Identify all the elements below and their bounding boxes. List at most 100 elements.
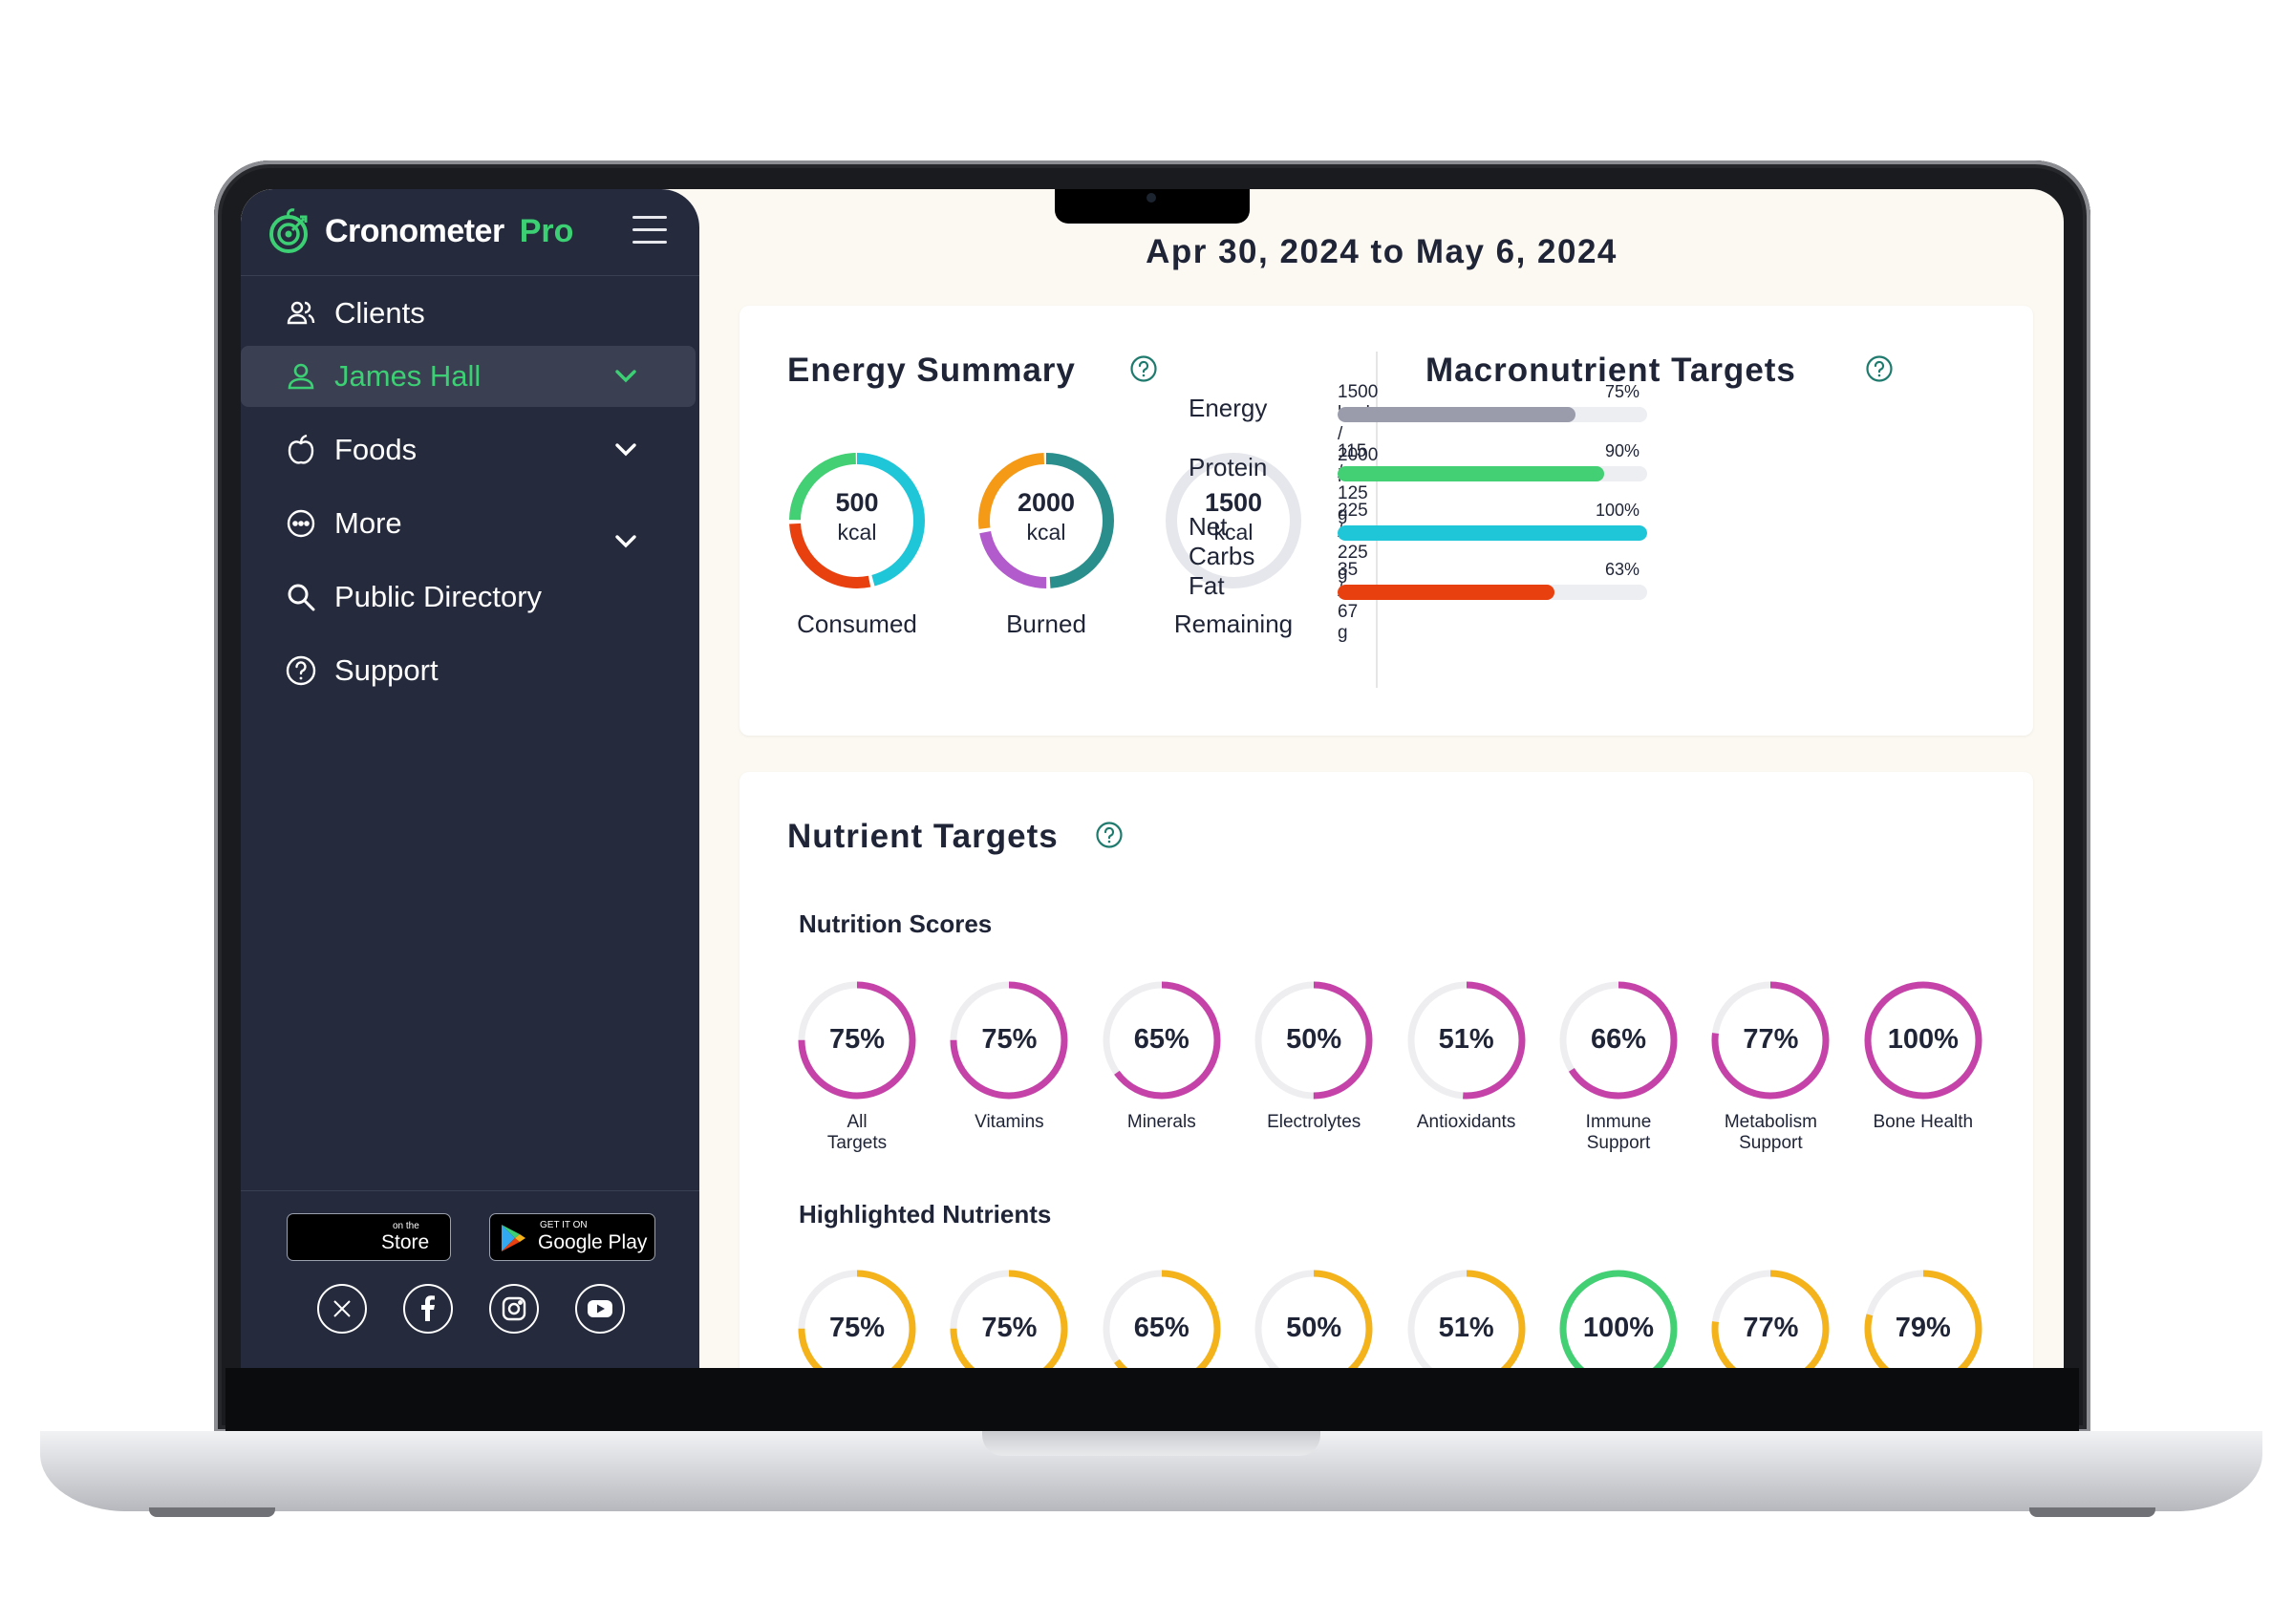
score-value: 100% <box>1887 1024 1959 1055</box>
score-value: 50% <box>1286 1313 1342 1343</box>
sidebar-item-clients[interactable]: Clients <box>241 283 699 344</box>
score-ring-arc <box>1711 1270 1830 1368</box>
sidebar-item-support[interactable]: Support <box>241 640 699 701</box>
camera <box>1146 193 1156 203</box>
nutrient-targets-title: Nutrient Targets <box>787 818 1059 855</box>
apple-icon <box>285 434 317 466</box>
brand-name: Cronometer <box>325 212 504 249</box>
score-ring <box>1407 1270 1526 1368</box>
score-value: 75% <box>828 1024 886 1055</box>
score-ring-arc <box>1254 981 1373 1100</box>
score-ring <box>1407 981 1526 1100</box>
score-ring-arc <box>1864 981 1982 1100</box>
ring-value: 2000 <box>1017 488 1076 517</box>
score-ring-arc <box>798 1270 916 1368</box>
hamburger-menu-icon[interactable] <box>632 216 667 245</box>
score-ring-arc <box>1559 981 1678 1100</box>
help-icon[interactable] <box>1129 354 1158 383</box>
burned-caption: Burned <box>1006 609 1086 638</box>
youtube-icon[interactable] <box>575 1284 625 1334</box>
app-store-badge[interactable]: on the Store <box>287 1213 451 1261</box>
facebook-icon[interactable] <box>403 1284 453 1334</box>
score-ring-arc <box>798 981 916 1100</box>
score-ring <box>1254 1270 1373 1368</box>
sidebar-item-label: Clients <box>334 296 425 330</box>
score-value: 51% <box>1438 1024 1494 1055</box>
macronutrient-targets-title: Macronutrient Targets <box>1425 352 1796 389</box>
more-circle-icon <box>285 507 317 540</box>
remaining-caption: Remaining <box>1173 609 1294 638</box>
chevron-down-icon[interactable] <box>611 527 640 556</box>
help-icon[interactable] <box>1095 821 1124 849</box>
score-ring-arc <box>1103 1270 1221 1368</box>
remaining-ring-text: 1500 kcal <box>1164 487 1303 546</box>
macro-percent: 75% <box>1604 382 1639 401</box>
remaining-ring <box>1166 453 1301 588</box>
score-ring-arc <box>1407 981 1526 1100</box>
score-label: Electrolytes <box>1267 1112 1361 1132</box>
macro-percent: 63% <box>1604 560 1639 579</box>
brand-suffix: Pro <box>519 212 574 249</box>
sidebar-item-more[interactable]: More <box>241 493 699 554</box>
score-value: 75% <box>981 1313 1038 1343</box>
consumed-ring-text: 500 kcal <box>787 487 927 546</box>
score-value: 65% <box>1133 1024 1189 1055</box>
user-icon <box>285 360 317 393</box>
date-range[interactable]: Apr 30, 2024 to May 6, 2024 <box>1146 233 1618 270</box>
google-play-icon <box>502 1225 525 1251</box>
x-icon[interactable] <box>317 1284 367 1334</box>
score-label: Antioxidants <box>1416 1112 1516 1132</box>
card-divider <box>1376 352 1378 688</box>
score-value: 65% <box>1133 1313 1189 1343</box>
sidebar-item-label: More <box>334 506 402 540</box>
score-value: 77% <box>1743 1024 1799 1055</box>
brand[interactable]: Cronometer Pro <box>266 206 573 256</box>
consumed-ring <box>789 453 925 588</box>
score-ring <box>798 1270 916 1368</box>
macro-bar-fill <box>1338 466 1604 481</box>
chevron-down-icon[interactable] <box>611 362 640 391</box>
badge-big-text: Store <box>381 1231 430 1253</box>
nutrient-targets-card: Nutrient Targets Nutrition Scores 75% All… <box>739 772 2033 1368</box>
laptop-bezel <box>225 1368 2079 1433</box>
score-ring-arc <box>1103 981 1221 1100</box>
sidebar-item-label: Support <box>334 653 439 687</box>
sidebar-item-public-directory[interactable]: Public Directory <box>241 566 699 628</box>
score-ring <box>1559 981 1678 1100</box>
highlighted-nutrients-title: Highlighted Nutrients <box>799 1200 1052 1229</box>
sidebar-item-label: Public Directory <box>334 580 543 613</box>
burned-ring-text: 2000 kcal <box>976 487 1116 546</box>
score-label: Minerals <box>1126 1112 1196 1132</box>
macro-name: Protein <box>1189 453 1268 481</box>
sidebar-item-label: James Hall <box>334 359 482 393</box>
instagram-icon[interactable] <box>489 1284 539 1334</box>
energy-macro-card: Energy Summary 500 kcal Consumed 2000 kc… <box>739 306 2033 736</box>
energy-summary-title: Energy Summary <box>787 352 1076 389</box>
score-value: 79% <box>1895 1313 1951 1343</box>
help-icon[interactable] <box>1865 354 1894 383</box>
score-ring <box>950 981 1068 1100</box>
sidebar-item-james-hall[interactable]: James Hall <box>241 346 696 407</box>
badge-small-text: on the <box>393 1221 419 1231</box>
sidebar-item-foods[interactable]: Foods <box>241 419 699 481</box>
score-ring <box>1711 981 1830 1100</box>
google-play-badge[interactable]: GET IT ON Google Play <box>489 1213 655 1261</box>
score-value: 75% <box>981 1024 1038 1055</box>
macro-name: Fat <box>1189 571 1225 600</box>
sidebar-item-label: Foods <box>334 433 418 466</box>
score-ring <box>1711 1270 1830 1368</box>
score-ring <box>1103 981 1221 1100</box>
score-label: Bone Health <box>1873 1112 1974 1132</box>
nutrition-scores-title: Nutrition Scores <box>799 909 993 938</box>
chevron-down-icon[interactable] <box>611 436 640 464</box>
score-label: Immune Support <box>1585 1112 1652 1153</box>
score-ring-arc <box>1254 1270 1373 1368</box>
badge-small-text: GET IT ON <box>540 1220 588 1230</box>
screen: Cronometer Pro Clients James Hall <box>241 189 2064 1368</box>
score-label: Vitamins <box>975 1112 1044 1132</box>
sidebar-divider <box>241 275 699 276</box>
macro-bar-fill <box>1338 585 1554 600</box>
sidebar: Cronometer Pro Clients James Hall <box>241 189 699 1368</box>
score-ring-arc <box>950 981 1068 1100</box>
score-label: All Targets <box>826 1112 888 1153</box>
